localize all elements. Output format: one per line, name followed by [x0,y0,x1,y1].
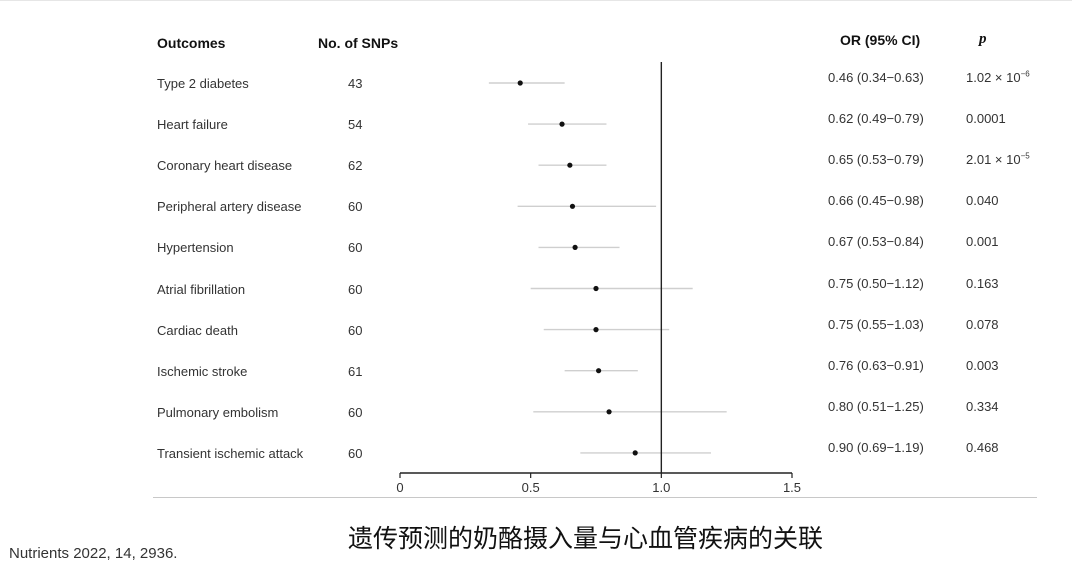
p-value: 0.003 [966,356,999,376]
top-border [0,0,1072,1]
or-ci-value: 0.90 (0.69−1.19) [828,439,924,455]
p-value-base: 0.163 [966,275,999,291]
p-value: 0.468 [966,438,999,458]
point-estimate [606,409,612,415]
snp-count: 61 [348,363,363,379]
table-row: Ischemic stroke 61 0.76 (0.63−0.91) 0.003 [0,358,1072,382]
header-snps: No. of SNPs [318,35,399,51]
p-value-base: 0.334 [966,398,999,414]
x-tick-label: 1.5 [783,480,801,495]
table-row: Hypertension 60 0.67 (0.53−0.84) 0.001 [0,234,1072,258]
p-value-exponent: −6 [1020,69,1030,79]
x-tick-label: 1.0 [652,480,670,495]
p-value-base: 0.468 [966,439,999,455]
outcome-label: Hypertension [157,240,234,256]
point-estimate [567,162,573,168]
table-row: Atrial fibrillation 60 0.75 (0.50−1.12) 0.1… [0,276,1072,300]
or-ci-value: 0.46 (0.34−0.63) [828,70,924,85]
p-value-base: 0.040 [966,193,999,209]
p-value-base: 0.001 [966,234,999,250]
point-estimate [517,80,523,86]
table-row: Transient ischemic attack 60 0.90 (0.69−1.… [0,440,1072,464]
p-value-base: 0.0001 [966,111,1006,127]
snp-count: 43 [348,76,363,91]
point-estimate [569,203,576,209]
point-estimate [632,450,638,456]
outcome-label: Atrial fibrillation [157,281,246,297]
p-value: 0.163 [966,274,999,294]
or-ci-value: 0.75 (0.55−1.03) [828,316,924,332]
outcome-label: Peripheral artery disease [157,199,302,215]
outcome-label: Cardiac death [157,322,238,338]
table-row: Coronary heart disease 62 0.65 (0.53−0.79)… [0,152,1072,176]
outcome-label: Transient ischemic attack [157,445,304,461]
or-ci-value: 0.80 (0.51−1.25) [828,398,924,414]
point-estimate [572,244,578,250]
p-value-base: 1.02 × 10 [966,70,1021,85]
table-row: Pulmonary embolism 60 0.80 (0.51−1.25) 0.33… [0,399,1072,423]
p-value-base: 0.003 [966,357,999,373]
caption: 遗传预测的奶酪摄入量与心血管疾病的关联 [348,525,824,553]
p-value: 2.01 × 10−5 [966,150,1030,170]
p-value-base: 2.01 × 10 [966,152,1021,168]
p-value: 0.078 [966,315,999,335]
outcome-label: Ischemic stroke [157,363,248,379]
outcome-label: Type 2 diabetes [157,76,249,91]
snp-count: 54 [348,117,363,133]
p-value: 1.02 × 10−6 [966,68,1030,88]
p-value: 0.0001 [966,109,1006,129]
or-ci-value: 0.75 (0.50−1.12) [828,275,924,291]
or-ci-value: 0.65 (0.53−0.79) [828,152,924,168]
x-tick-label: 0 [396,480,403,495]
point-estimate [559,121,565,127]
p-value: 0.334 [966,397,999,417]
point-estimate [593,285,599,292]
or-ci-value: 0.67 (0.53−0.84) [828,234,924,250]
table-row: Type 2 diabetes 43 0.46 (0.34−0.63) 1.02 × … [0,70,1072,94]
or-ci-value: 0.76 (0.63−0.91) [828,357,924,373]
outcome-label: Heart failure [157,117,228,133]
p-value: 0.001 [966,232,999,252]
snp-count: 62 [348,158,363,174]
x-tick-label: 0.5 [522,480,540,495]
snp-count: 60 [348,199,363,215]
header-outcomes: Outcomes [157,35,226,51]
divider-line [153,497,1037,498]
table-row: Heart failure 54 0.62 (0.49−0.79) 0.0001 [0,111,1072,135]
snp-count: 60 [348,445,363,461]
header-or-ci: OR (95% CI) [840,32,921,48]
or-ci-value: 0.66 (0.45−0.98) [828,193,924,209]
outcome-label: Pulmonary embolism [157,404,279,420]
header-p: p [979,31,987,47]
p-value-base: 0.078 [966,316,999,332]
snp-count: 60 [348,240,363,256]
or-ci-value: 0.62 (0.49−0.79) [828,111,924,127]
snp-count: 60 [348,404,363,420]
point-estimate [596,368,602,374]
table-row: Cardiac death 60 0.75 (0.55−1.03) 0.078 [0,317,1072,341]
point-estimate [593,327,599,333]
table-row: Peripheral artery disease 60 0.66 (0.45−0.… [0,193,1072,217]
citation: Nutrients 2022, 14, 2936. [9,545,178,562]
outcome-label: Coronary heart disease [157,158,293,174]
snp-count: 60 [348,322,363,338]
p-value: 0.040 [966,191,999,211]
p-value-exponent: −5 [1020,151,1030,161]
snp-count: 60 [348,281,363,297]
